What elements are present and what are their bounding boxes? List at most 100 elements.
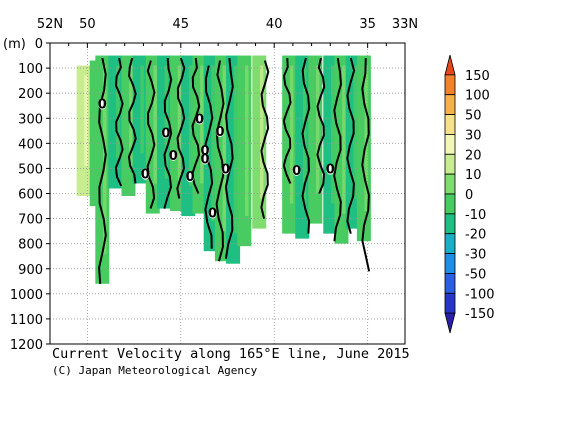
data-column-stripe: [289, 65, 294, 204]
colorbar-label: -50: [465, 267, 486, 282]
colorbar-label: -10: [465, 208, 486, 223]
colorbar-segment: [444, 54, 456, 76]
data-column-stripe: [364, 65, 369, 212]
zero-contour-label: 0: [141, 168, 150, 183]
colorbar-segment: [444, 213, 456, 235]
colorbar-label: 100: [465, 89, 490, 104]
zero-label-bg: [216, 127, 225, 138]
zero-contour-label: 0: [208, 207, 217, 222]
zero-contour-line: [146, 60, 156, 209]
colorbar-segment: [444, 134, 456, 155]
x-tick-label: 35: [359, 17, 376, 32]
data-column: [308, 55, 323, 224]
zero-contour-line: [333, 57, 343, 242]
zero-contour-line: [224, 57, 234, 259]
colorbar-segment: [444, 74, 456, 96]
zero-contour-line: [316, 57, 326, 194]
x-tick-label: 45: [173, 17, 190, 32]
data-column-stripe: [129, 65, 133, 166]
colorbar-segment: [444, 193, 456, 215]
y-tick-label: 300: [18, 112, 43, 127]
zero-label-bg: [201, 154, 210, 165]
data-column-stripe: [342, 65, 346, 214]
colorbar-label: -20: [465, 228, 486, 243]
chart-credit: (C) Japan Meteorological Agency: [52, 364, 258, 377]
zero-label-bg: [221, 164, 230, 175]
zero-contour-line: [346, 57, 356, 234]
zero-contour-line: [176, 57, 186, 199]
data-column-stripe: [330, 65, 335, 204]
data-column: [295, 55, 310, 239]
zero-contour-label: 0: [161, 126, 170, 141]
zero-label-bg: [169, 150, 178, 161]
colorbar-segment: [444, 233, 456, 254]
zero-contour-line: [163, 57, 173, 209]
data-column-stripe: [188, 65, 193, 186]
zero-contour-line: [98, 57, 107, 284]
zero-contour-line: [127, 57, 137, 184]
data-column-stripe: [164, 65, 169, 179]
y-tick-label: 200: [18, 87, 43, 102]
data-column: [132, 55, 147, 184]
zero-contour-label: 0: [169, 149, 178, 164]
data-column-stripe: [353, 65, 357, 199]
data-column-stripe: [259, 65, 264, 199]
zero-contour-line: [282, 58, 292, 184]
y-tick-label: 1100: [10, 313, 43, 328]
zero-contour-label: 0: [292, 164, 301, 179]
y-tick-label: 600: [18, 188, 43, 203]
colorbar-label: -100: [465, 287, 495, 302]
colorbar-segment: [444, 114, 456, 135]
colorbar-segment: [444, 273, 456, 294]
zero-label-bg: [141, 169, 150, 180]
data-column: [76, 65, 91, 197]
colorbar-label: 50: [465, 109, 482, 124]
zero-contour-label: 0: [216, 125, 225, 140]
zero-label-bg: [98, 99, 107, 110]
zero-contour-line: [114, 57, 124, 187]
colorbar-segment: [444, 94, 456, 115]
y-tick-label: 1200: [10, 338, 43, 353]
chart-title: Current Velocity along 165°E line, June …: [52, 346, 410, 362]
x-tick-label: 52N: [37, 17, 63, 32]
data-column-stripe: [177, 65, 182, 181]
zero-contour-line: [260, 60, 270, 219]
zero-contour-label: 0: [201, 153, 210, 168]
colorbar-label: -150: [465, 307, 495, 322]
x-tick-label: 40: [266, 17, 283, 32]
y-tick-label: 0: [35, 37, 43, 52]
zero-contour-label: 0: [98, 97, 107, 112]
zero-contour-label: 0: [201, 144, 210, 159]
colorbar-segment: [444, 253, 456, 274]
colorbar-label: 10: [465, 168, 482, 183]
y-tick-label: 900: [18, 263, 43, 278]
data-column-stripe: [84, 75, 88, 166]
data-column-stripe: [116, 65, 120, 159]
colorbar-label: -30: [465, 248, 486, 263]
x-tick-label: 50: [79, 17, 96, 32]
data-column-stripe: [153, 65, 157, 184]
y-tick-label: 400: [18, 137, 43, 152]
y-tick-label: 100: [18, 62, 43, 77]
zero-contour-label: 0: [186, 170, 195, 185]
zero-contour-line: [191, 57, 201, 194]
zero-contour-label: 0: [195, 113, 204, 128]
zero-contour-label: 0: [221, 163, 230, 178]
data-column: [237, 55, 252, 247]
zero-contour-label: 0: [326, 163, 335, 178]
data-column-stripe: [211, 65, 215, 222]
zero-contour-line: [301, 57, 311, 234]
data-column-stripe: [222, 65, 227, 232]
colorbar-segment: [444, 173, 456, 195]
colorbar-label: 30: [465, 128, 482, 143]
x-tick-label: 33N: [392, 17, 418, 32]
colorbar-label: 0: [465, 188, 473, 203]
zero-contour-line: [215, 60, 225, 262]
data-column-stripe: [316, 65, 320, 194]
y-tick-label: 800: [18, 238, 43, 253]
colorbar-label: 150: [465, 69, 490, 84]
zero-contour-line: [361, 58, 371, 272]
zero-label-bg: [201, 145, 210, 156]
zero-label-bg: [326, 164, 335, 175]
